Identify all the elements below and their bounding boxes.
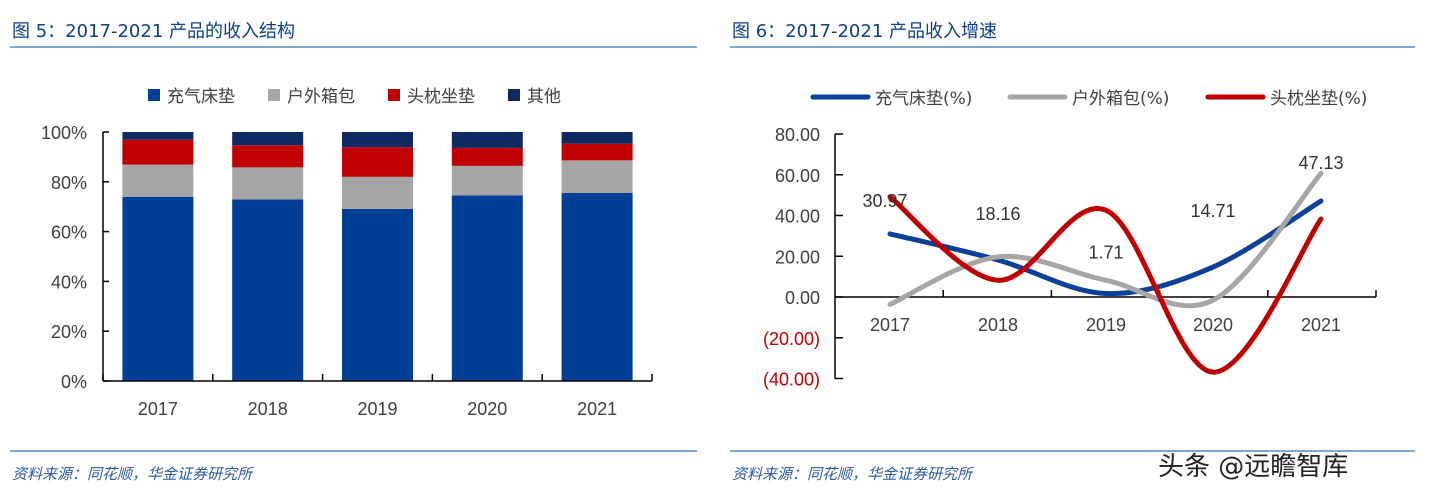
bar-2020-2 — [451, 147, 523, 166]
bar-2017-0 — [122, 196, 194, 381]
y-tick-label: 20% — [51, 322, 87, 342]
bar-2018-3 — [232, 132, 304, 146]
bar-2021-1 — [561, 160, 633, 194]
bar-2018-0 — [232, 199, 304, 381]
legend-swatch-1 — [268, 89, 280, 101]
bar-2020-0 — [451, 195, 523, 381]
bar-2019-0 — [342, 208, 413, 381]
x-tick-label: 2020 — [1193, 315, 1233, 335]
bar-2017-1 — [122, 164, 194, 197]
line-chart: 充气床垫(%) 户外箱包(%) 头枕坐垫(%) (40.00) (20.00) 0.00 2… — [763, 89, 1377, 390]
legend-label-0: 充气床垫(%) — [875, 89, 972, 109]
x-tick-label: 2019 — [1086, 315, 1126, 335]
bar-2020-3 — [451, 132, 523, 148]
data-label: 30.97 — [862, 191, 907, 211]
x-tick-label: 2018 — [248, 399, 288, 419]
x-tick-label: 2017 — [870, 315, 910, 335]
legend-label-1: 户外箱包(%) — [1072, 89, 1169, 109]
data-label: 18.16 — [975, 204, 1020, 224]
y-tick-label: 40% — [51, 272, 87, 292]
y-tick-label: 0.00 — [785, 288, 820, 308]
x-tick-label: 2021 — [1301, 315, 1341, 335]
x-tick-label: 2019 — [357, 399, 397, 419]
bar-2019-2 — [342, 147, 413, 177]
legend-label-2: 头枕坐垫(%) — [1270, 89, 1367, 109]
x-tick-label: 2020 — [467, 399, 507, 419]
bar-2021-3 — [561, 132, 633, 144]
series-line-2 — [887, 194, 1324, 375]
x-tick-label: 2018 — [978, 315, 1018, 335]
bar-2018-1 — [232, 167, 304, 200]
y-tick-label: 80% — [51, 173, 87, 193]
right-source: 资料来源：同花顺，华金证券研究所 — [732, 465, 974, 483]
bar-2017-3 — [122, 132, 194, 140]
bar-2019-3 — [342, 132, 413, 148]
y-tick-label: 40.00 — [775, 207, 820, 227]
data-label: 1.71 — [1088, 243, 1123, 263]
right-chart-title: 图 6：2017-2021 产品收入增速 — [732, 21, 997, 42]
legend-label-3: 其他 — [527, 87, 561, 107]
watermark: 头条 @远瞻智库 — [1158, 452, 1348, 482]
bar-2020-1 — [451, 165, 523, 196]
bar-2021-2 — [561, 143, 633, 161]
y-tick-label: 80.00 — [775, 125, 820, 145]
y-tick-label: 100% — [41, 123, 87, 143]
legend-swatch-0 — [148, 89, 160, 101]
legend-label-2: 头枕坐垫 — [407, 87, 475, 107]
legend-label-0: 充气床垫 — [167, 87, 235, 107]
bar-2019-1 — [342, 176, 413, 209]
legend-swatch-2 — [388, 89, 400, 101]
legend-swatch-3 — [508, 89, 520, 101]
x-tick-label: 2021 — [577, 399, 617, 419]
y-tick-label: (40.00) — [763, 370, 820, 390]
bar-2017-2 — [122, 139, 194, 165]
series-line-1 — [887, 170, 1324, 309]
left-chart-title: 图 5：2017-2021 产品的收入结构 — [12, 21, 295, 42]
x-tick-label: 2017 — [138, 399, 178, 419]
series-line-0 — [887, 198, 1324, 297]
y-tick-label: 60% — [51, 223, 87, 243]
legend-label-1: 户外箱包 — [287, 87, 355, 107]
left-source: 资料来源：同花顺，华金证券研究所 — [12, 465, 254, 483]
bar-2021-0 — [561, 193, 633, 381]
y-tick-label: 60.00 — [775, 166, 820, 186]
data-label: 47.13 — [1298, 153, 1343, 173]
data-label: 14.71 — [1190, 201, 1235, 221]
y-tick-label: 20.00 — [775, 247, 820, 267]
y-tick-label: 0% — [61, 372, 87, 392]
y-tick-label: (20.00) — [763, 329, 820, 349]
bar-2018-2 — [232, 145, 304, 168]
stacked-bar-chart: 充气床垫 户外箱包 头枕坐垫 其他 2017 2018 2019 2020 2021 0% 20% 4… — [41, 87, 653, 419]
